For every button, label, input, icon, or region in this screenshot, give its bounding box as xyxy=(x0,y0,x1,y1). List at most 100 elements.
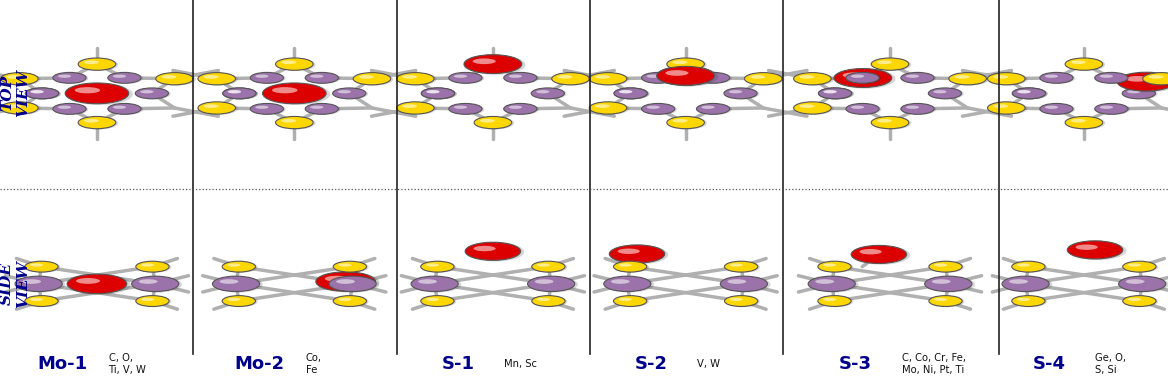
Ellipse shape xyxy=(132,276,182,293)
Ellipse shape xyxy=(141,263,154,267)
Ellipse shape xyxy=(339,263,352,267)
Ellipse shape xyxy=(228,90,241,93)
Ellipse shape xyxy=(725,261,760,273)
Ellipse shape xyxy=(551,73,590,85)
Text: TOP
VIEW: TOP VIEW xyxy=(0,69,30,117)
Ellipse shape xyxy=(473,246,495,251)
Ellipse shape xyxy=(78,117,116,129)
Ellipse shape xyxy=(480,119,495,123)
Ellipse shape xyxy=(614,88,647,99)
Ellipse shape xyxy=(933,90,946,93)
Ellipse shape xyxy=(819,296,854,307)
Ellipse shape xyxy=(6,104,21,108)
Ellipse shape xyxy=(535,279,554,284)
Ellipse shape xyxy=(1011,296,1045,306)
Ellipse shape xyxy=(16,276,65,293)
Ellipse shape xyxy=(1071,61,1086,64)
Ellipse shape xyxy=(818,296,851,306)
Ellipse shape xyxy=(611,279,630,284)
Ellipse shape xyxy=(1041,104,1076,115)
Ellipse shape xyxy=(808,276,855,291)
Ellipse shape xyxy=(203,75,218,79)
Ellipse shape xyxy=(614,88,649,99)
Ellipse shape xyxy=(354,73,394,86)
Ellipse shape xyxy=(505,72,540,84)
Ellipse shape xyxy=(276,58,313,70)
Ellipse shape xyxy=(619,298,632,301)
Ellipse shape xyxy=(1122,296,1156,306)
Ellipse shape xyxy=(819,261,854,273)
Ellipse shape xyxy=(422,296,457,307)
Ellipse shape xyxy=(835,69,896,89)
Ellipse shape xyxy=(137,261,172,273)
Ellipse shape xyxy=(53,72,86,83)
Ellipse shape xyxy=(1040,103,1073,114)
Ellipse shape xyxy=(819,88,851,99)
Ellipse shape xyxy=(132,276,179,291)
Ellipse shape xyxy=(871,117,909,129)
Ellipse shape xyxy=(315,272,375,291)
Ellipse shape xyxy=(842,72,865,78)
Ellipse shape xyxy=(934,298,947,301)
Ellipse shape xyxy=(113,106,126,109)
Ellipse shape xyxy=(359,75,374,79)
Ellipse shape xyxy=(1041,72,1076,84)
Ellipse shape xyxy=(140,90,153,93)
Ellipse shape xyxy=(1096,72,1131,84)
Ellipse shape xyxy=(305,72,339,83)
Ellipse shape xyxy=(851,106,864,109)
Ellipse shape xyxy=(673,61,688,64)
Ellipse shape xyxy=(58,75,71,78)
Ellipse shape xyxy=(306,72,341,84)
Ellipse shape xyxy=(533,261,568,273)
Ellipse shape xyxy=(334,296,369,307)
Ellipse shape xyxy=(30,263,43,267)
Ellipse shape xyxy=(67,83,133,105)
Ellipse shape xyxy=(30,90,43,93)
Ellipse shape xyxy=(613,261,647,272)
Ellipse shape xyxy=(281,119,297,123)
Ellipse shape xyxy=(422,261,457,273)
Ellipse shape xyxy=(1009,279,1028,284)
Ellipse shape xyxy=(1013,88,1048,99)
Ellipse shape xyxy=(993,104,1008,108)
Ellipse shape xyxy=(54,72,89,84)
Ellipse shape xyxy=(528,276,578,293)
Text: Ge, O,
S, Si: Ge, O, S, Si xyxy=(1096,353,1126,375)
Ellipse shape xyxy=(531,296,565,306)
Ellipse shape xyxy=(871,58,911,71)
Text: SIDE
VIEW: SIDE VIEW xyxy=(0,260,30,308)
Ellipse shape xyxy=(1002,276,1049,291)
Ellipse shape xyxy=(474,117,512,129)
Ellipse shape xyxy=(420,261,454,272)
Ellipse shape xyxy=(333,296,367,306)
Ellipse shape xyxy=(1068,241,1126,260)
Ellipse shape xyxy=(877,119,892,123)
Ellipse shape xyxy=(1013,296,1048,307)
Ellipse shape xyxy=(220,279,238,284)
Ellipse shape xyxy=(823,90,836,93)
Ellipse shape xyxy=(26,296,61,307)
Ellipse shape xyxy=(1045,75,1058,78)
Ellipse shape xyxy=(53,103,86,114)
Ellipse shape xyxy=(155,73,194,85)
Ellipse shape xyxy=(420,296,454,306)
Ellipse shape xyxy=(724,88,759,99)
Ellipse shape xyxy=(109,104,144,115)
Ellipse shape xyxy=(1148,75,1163,79)
Ellipse shape xyxy=(815,279,834,284)
Ellipse shape xyxy=(901,72,934,83)
Ellipse shape xyxy=(1100,106,1113,109)
Ellipse shape xyxy=(799,104,814,108)
Ellipse shape xyxy=(256,106,269,109)
Ellipse shape xyxy=(613,296,647,306)
Ellipse shape xyxy=(871,58,909,70)
Ellipse shape xyxy=(76,278,100,284)
Ellipse shape xyxy=(26,88,58,99)
Ellipse shape xyxy=(422,88,454,99)
Ellipse shape xyxy=(213,276,259,291)
Ellipse shape xyxy=(281,61,297,64)
Ellipse shape xyxy=(1013,88,1045,99)
Ellipse shape xyxy=(30,90,43,93)
Ellipse shape xyxy=(730,298,743,301)
